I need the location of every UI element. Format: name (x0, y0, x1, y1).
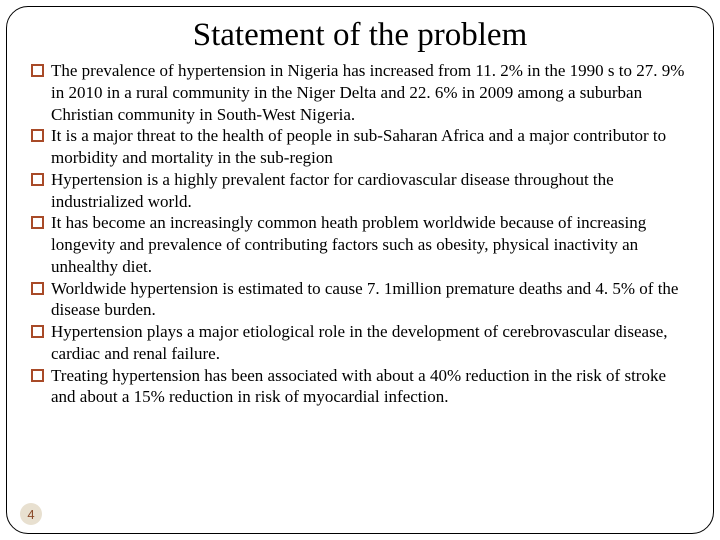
bullet-text: Treating hypertension has been associate… (51, 365, 689, 409)
bullet-text: It is a major threat to the health of pe… (51, 125, 689, 169)
bullet-item: It has become an increasingly common hea… (31, 212, 689, 277)
page-number-badge: 4 (20, 503, 42, 525)
bullet-text: It has become an increasingly common hea… (51, 212, 689, 277)
square-bullet-icon (31, 173, 44, 186)
square-bullet-icon (31, 64, 44, 77)
bullet-item: Hypertension plays a major etiological r… (31, 321, 689, 365)
bullet-item: It is a major threat to the health of pe… (31, 125, 689, 169)
square-bullet-icon (31, 369, 44, 382)
square-bullet-icon (31, 216, 44, 229)
slide-title: Statement of the problem (31, 17, 689, 54)
bullet-text: Hypertension plays a major etiological r… (51, 321, 689, 365)
slide-content: The prevalence of hypertension in Nigeri… (31, 60, 689, 408)
bullet-item: Worldwide hypertension is estimated to c… (31, 278, 689, 322)
bullet-text: Hypertension is a highly prevalent facto… (51, 169, 689, 213)
bullet-item: Treating hypertension has been associate… (31, 365, 689, 409)
square-bullet-icon (31, 325, 44, 338)
square-bullet-icon (31, 129, 44, 142)
bullet-text: The prevalence of hypertension in Nigeri… (51, 60, 689, 125)
bullet-item: Hypertension is a highly prevalent facto… (31, 169, 689, 213)
square-bullet-icon (31, 282, 44, 295)
slide-frame: Statement of the problem The prevalence … (6, 6, 714, 534)
bullet-item: The prevalence of hypertension in Nigeri… (31, 60, 689, 125)
bullet-text: Worldwide hypertension is estimated to c… (51, 278, 689, 322)
